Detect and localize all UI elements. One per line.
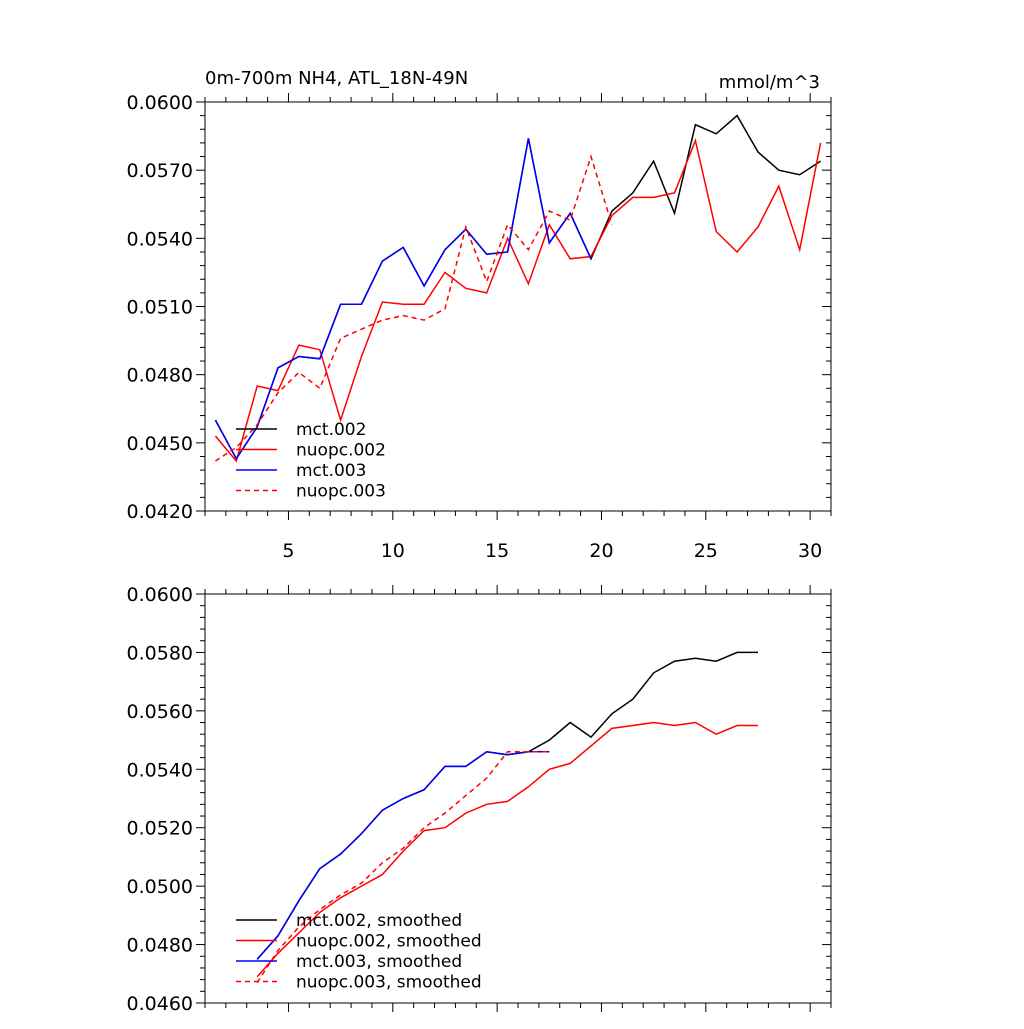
x-tick-label: 20 — [589, 540, 613, 562]
y-tick-label: 0.0450 — [127, 433, 193, 455]
y-tick-label: 0.0480 — [127, 365, 193, 387]
legend-label: mct.002 — [296, 420, 366, 440]
x-tick-label: 25 — [694, 540, 718, 562]
y-tick-label: 0.0480 — [127, 935, 193, 957]
series-line — [256, 751, 550, 984]
y-tick-label: 0.0570 — [127, 160, 193, 182]
y-tick-label: 0.0600 — [127, 584, 193, 606]
y-tick-label: 0.0540 — [127, 228, 193, 250]
x-tick-label: 10 — [381, 540, 405, 562]
y-tick-label: 0.0520 — [127, 818, 193, 840]
series-line — [214, 138, 822, 463]
legend-label: mct.003 — [296, 461, 366, 481]
y-tick-label: 0.0540 — [127, 759, 193, 781]
legend-label: mct.003, smoothed — [296, 952, 462, 972]
y-tick-label: 0.0500 — [127, 876, 193, 898]
x-tick-label: 15 — [485, 540, 509, 562]
legend-label: nuopc.002 — [296, 441, 386, 461]
series-line — [214, 114, 822, 461]
y-tick-label: 0.0580 — [127, 642, 193, 664]
y-tick-label: 0.0600 — [127, 92, 193, 114]
chart-title: 0m-700m NH4, ATL_18N-49N — [205, 68, 468, 89]
series-line — [214, 154, 613, 462]
legend-label: mct.002, smoothed — [296, 911, 462, 931]
series-line — [256, 751, 550, 960]
chart-units: mmol/m^3 — [719, 72, 820, 93]
x-tick-label: 30 — [798, 540, 822, 562]
legend-label: nuopc.003, smoothed — [296, 973, 482, 993]
series-line — [256, 721, 758, 978]
legend-label: nuopc.002, smoothed — [296, 932, 482, 952]
y-tick-label: 0.0420 — [127, 501, 193, 523]
y-tick-label: 0.0510 — [127, 297, 193, 319]
y-tick-label: 0.0460 — [127, 993, 193, 1015]
series-line — [214, 138, 592, 461]
y-tick-label: 0.0560 — [127, 701, 193, 723]
x-tick-label: 5 — [282, 540, 294, 562]
legend-label: nuopc.003 — [296, 482, 386, 502]
